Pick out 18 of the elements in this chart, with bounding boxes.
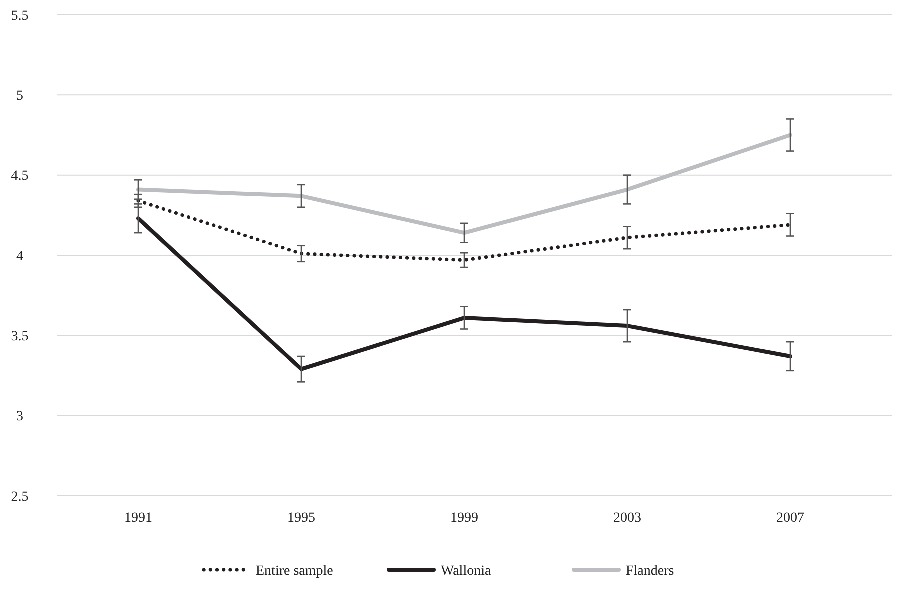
x-tick-label: 1991 bbox=[124, 511, 152, 526]
y-tick-label: 3.5 bbox=[11, 330, 29, 345]
x-tick-label: 1999 bbox=[450, 511, 478, 526]
y-tick-label: 2.5 bbox=[11, 490, 29, 505]
y-tick-label: 4 bbox=[16, 249, 24, 264]
legend-label: Wallonia bbox=[441, 564, 492, 579]
x-tick-label: 1995 bbox=[288, 511, 316, 526]
x-tick-label: 2007 bbox=[776, 511, 804, 526]
y-tick-label: 4.5 bbox=[11, 169, 29, 184]
y-tick-label: 3 bbox=[16, 410, 24, 425]
y-tick-label: 5 bbox=[16, 89, 24, 104]
y-tick-label: 5.5 bbox=[11, 8, 29, 24]
line-series bbox=[136, 199, 792, 262]
legend-label: Entire sample bbox=[256, 564, 334, 579]
line-series bbox=[136, 216, 792, 372]
legend-label: Flanders bbox=[626, 564, 674, 579]
x-tick-label: 2003 bbox=[614, 511, 642, 526]
line-series bbox=[136, 133, 792, 236]
